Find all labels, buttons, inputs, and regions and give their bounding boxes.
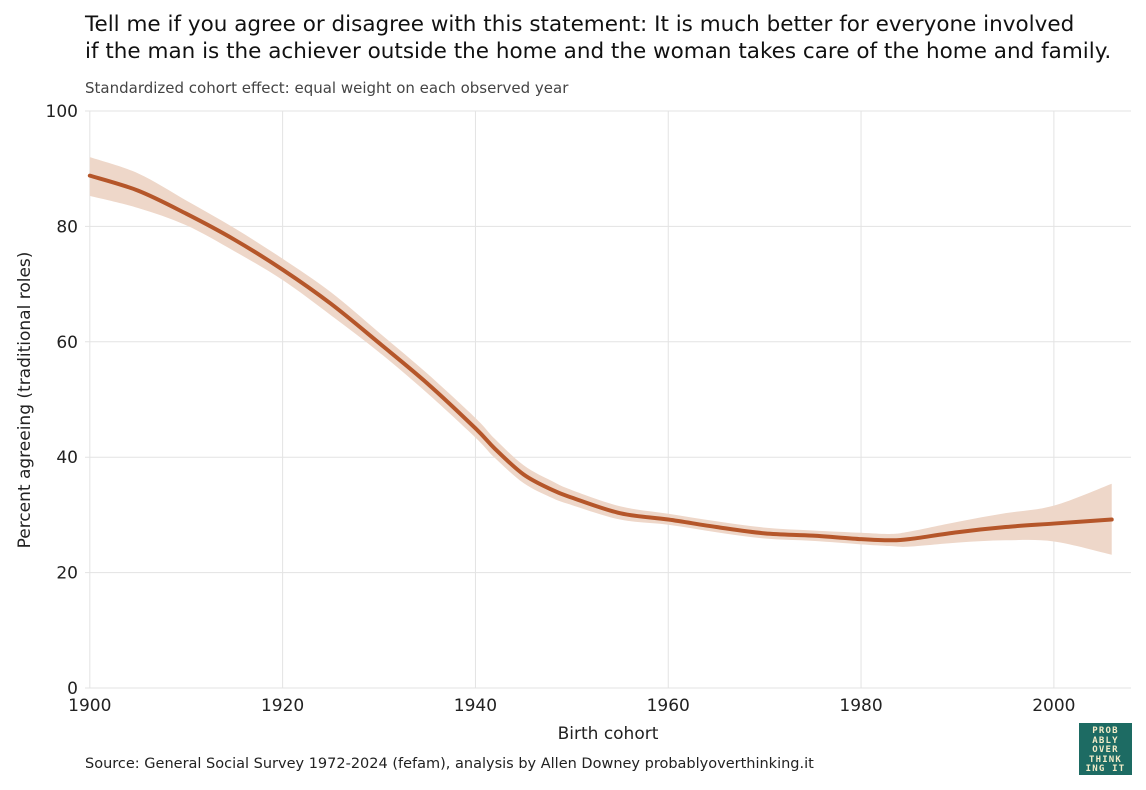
x-axis-label: Birth cohort: [558, 724, 659, 744]
y-axis-label: Percent agreeing (traditional roles): [15, 252, 35, 549]
logo-line: OVER: [1092, 745, 1119, 756]
chart-title: Tell me if you agree or disagree with th…: [85, 11, 1111, 65]
x-tick-label: 1940: [454, 696, 497, 716]
y-tick-label: 80: [56, 217, 78, 237]
confidence-band: [89, 157, 1112, 555]
x-tick-label: 1920: [261, 696, 304, 716]
title-line-2: if the man is the achiever outside the h…: [85, 39, 1112, 64]
y-tick-label: 100: [46, 102, 78, 122]
title-line-1: Tell me if you agree or disagree with th…: [85, 12, 1075, 37]
site-logo: PROB ABLY OVER THINK ING IT: [1079, 723, 1132, 775]
series-line: [87, 173, 1114, 543]
y-tick-label: 20: [56, 564, 78, 584]
x-tick-label: 1980: [839, 696, 882, 716]
x-tick-label: 1900: [68, 696, 111, 716]
logo-line: ING IT: [1085, 764, 1126, 775]
y-tick-label: 60: [56, 333, 78, 353]
logo-line: THINK: [1088, 754, 1123, 765]
y-tick-labels: 0 20 40 60 80 100: [46, 102, 78, 699]
y-tick-label: 0: [67, 679, 78, 699]
logo-line: PROB: [1092, 726, 1119, 736]
chart-subtitle: Standardized cohort effect: equal weight…: [85, 79, 569, 97]
logo-line: ABLY: [1092, 735, 1119, 746]
x-tick-labels: 1900 1920 1940 1960 1980 2000: [68, 696, 1075, 716]
source-caption: Source: General Social Survey 1972-2024 …: [85, 756, 814, 772]
y-tick-label: 40: [56, 448, 78, 468]
x-tick-label: 2000: [1032, 696, 1075, 716]
grid-lines: [85, 110, 1131, 689]
x-tick-label: 1960: [647, 696, 690, 716]
